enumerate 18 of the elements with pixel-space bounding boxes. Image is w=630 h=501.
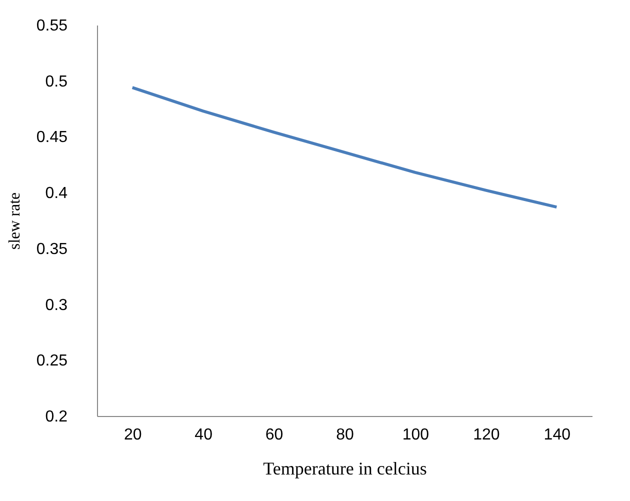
- y-axis-title: slew rate: [6, 192, 24, 250]
- x-tick-label: 120: [473, 426, 500, 444]
- x-tick-label: 60: [265, 426, 284, 444]
- x-axis-title: Temperature in celcius: [263, 458, 427, 478]
- line-series: [130, 86, 558, 209]
- x-tick-label: 20: [124, 426, 142, 444]
- x-tick-label: 100: [402, 426, 430, 444]
- x-tick-label: 80: [336, 426, 354, 444]
- y-tick-label: 0.25: [36, 352, 68, 370]
- y-tick-label: 0.55: [36, 18, 68, 34]
- y-tick-label: 0.2: [45, 408, 68, 426]
- x-tick-label: 140: [544, 426, 571, 444]
- y-tick-label: 0.45: [36, 129, 68, 146]
- y-tick-label: 0.3: [45, 296, 68, 314]
- x-tick-label: 40: [194, 426, 213, 444]
- y-tick-label: 0.35: [36, 240, 68, 258]
- y-tick-label: 0.5: [45, 73, 68, 90]
- y-tick-label: 0.4: [45, 185, 68, 202]
